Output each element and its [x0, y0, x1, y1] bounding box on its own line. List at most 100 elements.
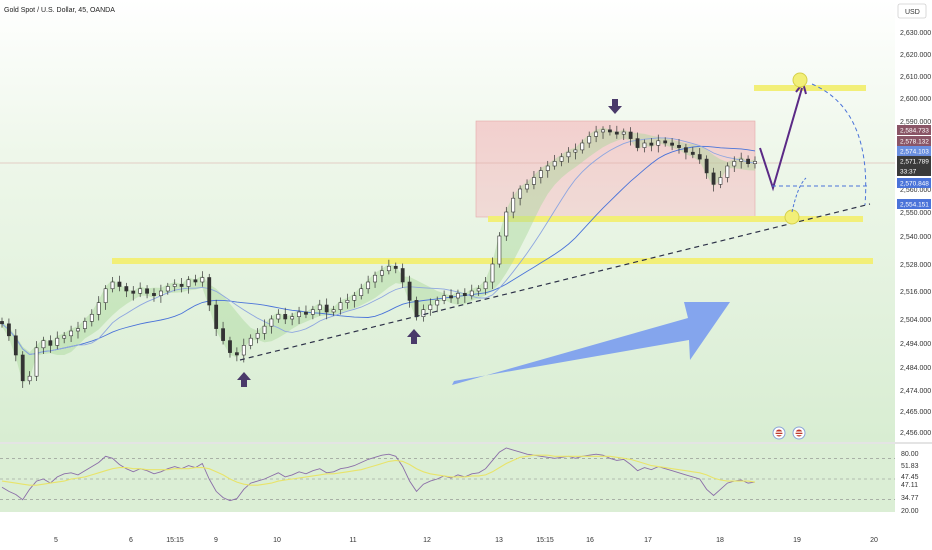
candle-body[interactable] — [158, 290, 163, 296]
candle-body[interactable] — [711, 172, 716, 185]
candle-body[interactable] — [186, 279, 191, 287]
candle-body[interactable] — [456, 293, 460, 299]
candle-body[interactable] — [580, 142, 585, 151]
candle-body[interactable] — [483, 281, 488, 290]
support-zone-upper[interactable] — [488, 216, 863, 222]
candle-body[interactable] — [304, 311, 308, 315]
candle-body[interactable] — [207, 277, 212, 306]
candle-body[interactable] — [241, 345, 246, 356]
candle-body[interactable] — [124, 286, 129, 292]
price-candles[interactable] — [0, 124, 757, 388]
projected-path[interactable] — [759, 87, 803, 192]
candle-body[interactable] — [614, 131, 619, 135]
candle-body[interactable] — [649, 142, 654, 146]
target-marker[interactable] — [792, 72, 808, 88]
candle-body[interactable] — [290, 316, 295, 320]
candle-body[interactable] — [476, 288, 481, 292]
candle-body[interactable] — [545, 165, 550, 171]
candle-body[interactable] — [103, 288, 108, 303]
candle-body[interactable] — [13, 335, 18, 356]
candle-body[interactable] — [442, 295, 447, 301]
candle-body[interactable] — [145, 288, 149, 294]
candle-body[interactable] — [69, 330, 73, 337]
candle-body[interactable] — [352, 295, 357, 301]
candle-body[interactable] — [746, 158, 750, 165]
currency-button[interactable]: USD — [897, 3, 927, 19]
candle-body[interactable] — [684, 147, 688, 153]
candle-body[interactable] — [27, 375, 32, 382]
candle-body[interactable] — [248, 337, 253, 346]
candle-body[interactable] — [469, 290, 474, 296]
rsi-pane[interactable] — [0, 447, 895, 502]
candle-body[interactable] — [601, 129, 605, 133]
candle-body[interactable] — [310, 309, 315, 315]
candle-body[interactable] — [96, 302, 101, 315]
candle-body[interactable] — [82, 321, 87, 329]
candle-body[interactable] — [628, 131, 633, 139]
candle-body[interactable] — [62, 335, 67, 339]
candle-body[interactable] — [525, 184, 529, 190]
candle-body[interactable] — [172, 283, 177, 287]
candle-body[interactable] — [262, 325, 267, 334]
candle-body[interactable] — [421, 309, 426, 317]
candle-body[interactable] — [511, 197, 516, 213]
candle-body[interactable] — [393, 265, 398, 269]
candle-body[interactable] — [594, 131, 599, 137]
candle-body[interactable] — [131, 290, 136, 294]
candle-body[interactable] — [48, 340, 53, 346]
candle-body[interactable] — [386, 265, 391, 272]
candle-body[interactable] — [462, 293, 467, 296]
candle-body[interactable] — [704, 158, 709, 174]
candle-body[interactable] — [179, 283, 184, 287]
arrow-down-icon[interactable] — [608, 99, 622, 114]
candle-body[interactable] — [490, 263, 495, 283]
candle-body[interactable] — [338, 302, 343, 310]
arrow-up-icon[interactable] — [407, 329, 421, 344]
candle-body[interactable] — [269, 318, 274, 327]
candle-body[interactable] — [297, 311, 301, 317]
candle-body[interactable] — [373, 274, 377, 283]
candle-body[interactable] — [407, 281, 412, 301]
candle-body[interactable] — [324, 304, 329, 313]
candle-body[interactable] — [449, 295, 453, 299]
candle-body[interactable] — [200, 277, 205, 283]
candle-body[interactable] — [283, 314, 288, 320]
support-marker[interactable] — [784, 209, 800, 225]
candle-body[interactable] — [552, 161, 557, 167]
candle-body[interactable] — [753, 161, 757, 164]
candle-body[interactable] — [228, 340, 232, 353]
arrow-up-icon[interactable] — [237, 372, 251, 387]
candle-body[interactable] — [566, 151, 571, 158]
candle-body[interactable] — [518, 188, 523, 199]
candle-body[interactable] — [428, 304, 433, 310]
candle-body[interactable] — [110, 281, 115, 290]
candle-body[interactable] — [89, 314, 94, 322]
candle-body[interactable] — [663, 140, 668, 144]
candle-body[interactable] — [670, 142, 675, 146]
candle-body[interactable] — [0, 321, 4, 325]
candle-body[interactable] — [573, 149, 578, 153]
candle-body[interactable] — [193, 279, 198, 283]
candle-body[interactable] — [331, 309, 336, 313]
candle-body[interactable] — [317, 304, 322, 310]
candle-body[interactable] — [656, 140, 661, 146]
candle-body[interactable] — [255, 333, 260, 339]
candle-body[interactable] — [532, 177, 536, 185]
candle-body[interactable] — [345, 300, 350, 303]
economic-event-icon[interactable] — [772, 426, 786, 440]
economic-event-icon[interactable] — [792, 426, 806, 440]
candle-body[interactable] — [152, 293, 156, 296]
candle-body[interactable] — [138, 288, 143, 294]
candle-body[interactable] — [34, 347, 39, 377]
candle-body[interactable] — [559, 156, 564, 162]
candle-body[interactable] — [41, 340, 46, 349]
candle-body[interactable] — [642, 142, 647, 148]
candle-body[interactable] — [380, 270, 384, 276]
candle-body[interactable] — [739, 158, 744, 162]
candle-body[interactable] — [608, 129, 612, 133]
candle-body[interactable] — [497, 235, 502, 265]
candle-body[interactable] — [165, 286, 170, 292]
candle-body[interactable] — [690, 151, 695, 155]
candle-body[interactable] — [234, 352, 239, 356]
